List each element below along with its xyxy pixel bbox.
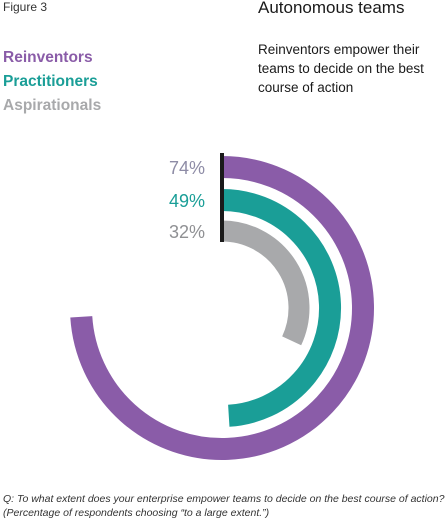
legend-item-aspirationals: Aspirationals bbox=[3, 97, 102, 114]
footnote: Q: To what extent does your enterprise e… bbox=[3, 493, 445, 519]
value-label-practitioners: 49% bbox=[169, 191, 205, 211]
chart-subtitle: Reinventors empower their teams to decid… bbox=[258, 42, 424, 95]
ring-reinventors bbox=[70, 156, 374, 460]
value-label-aspirationals: 32% bbox=[169, 222, 205, 242]
ring-aspirationals bbox=[221, 220, 310, 346]
legend: Reinventors Practitioners Aspirationals bbox=[3, 46, 101, 118]
legend-item-practitioners: Practitioners bbox=[3, 73, 98, 90]
legend-item-reinventors: Reinventors bbox=[3, 49, 93, 66]
figure-label: Figure 3 bbox=[3, 0, 48, 14]
value-label-reinventors: 74% bbox=[169, 158, 205, 178]
ring-practitioners bbox=[221, 189, 342, 427]
chart-title: Autonomous teams bbox=[258, 0, 405, 17]
